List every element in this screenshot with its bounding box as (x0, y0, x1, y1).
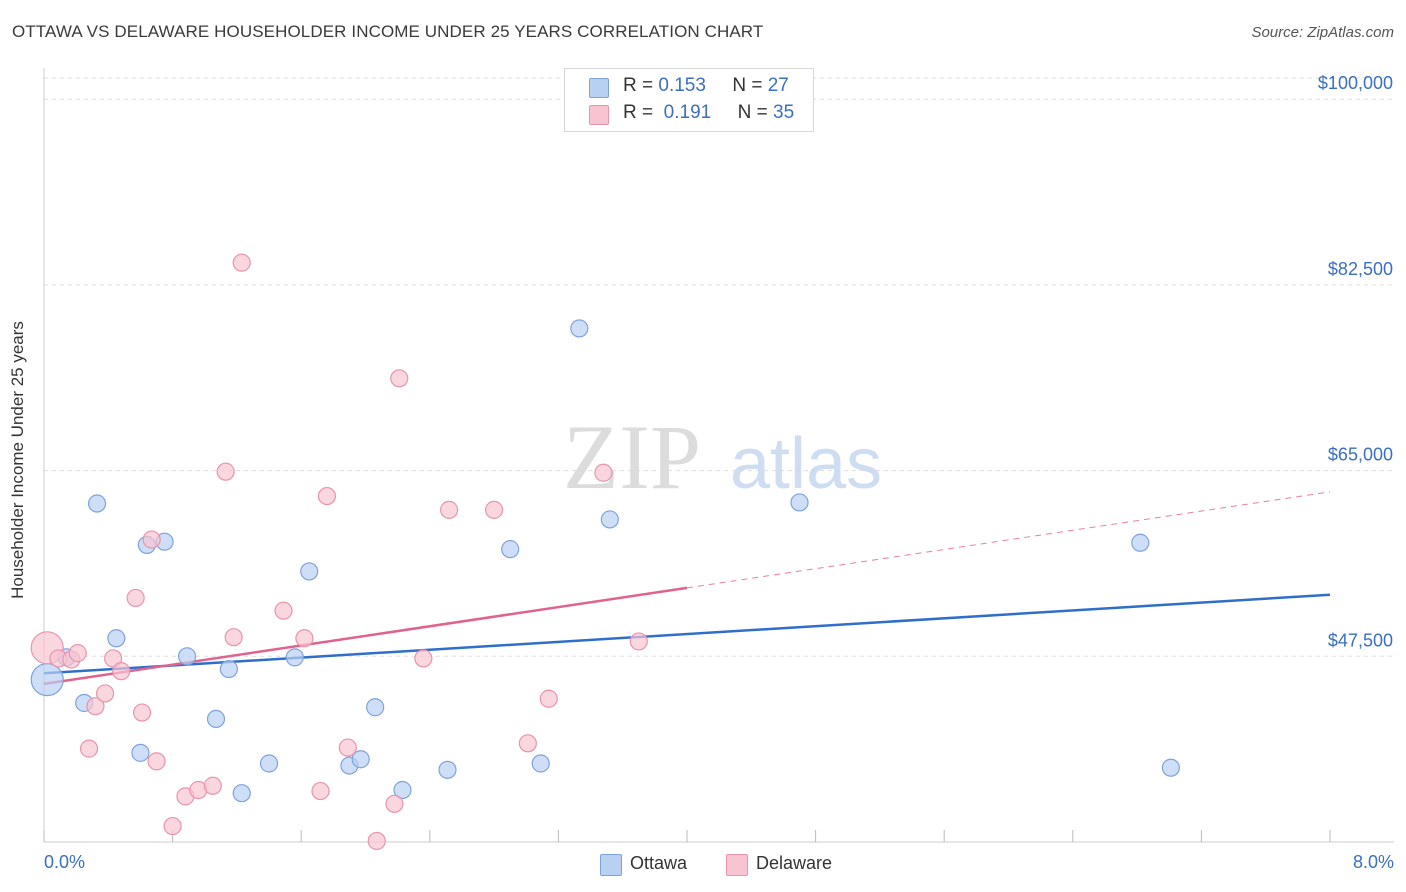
legend-n-value-delaware: 35 (773, 102, 795, 123)
y-tick-label: $100,000 (1318, 73, 1393, 93)
point-delaware (132, 703, 152, 722)
grid-lines (44, 77, 1394, 657)
point-delaware (79, 739, 99, 758)
legend-r-value-ottawa: 0.153 (658, 75, 706, 96)
point-ottawa (285, 648, 304, 667)
point-delaware (629, 632, 648, 651)
point-ottawa (131, 743, 150, 762)
x-tick-label-min: 0.0% (44, 852, 86, 872)
point-delaware (126, 588, 145, 608)
data-points (30, 253, 1180, 851)
point-delaware (147, 752, 166, 771)
point-delaware (390, 369, 409, 388)
series-legend: Ottawa Delaware (0, 852, 1406, 878)
legend-n-label: N = (732, 75, 763, 96)
point-delaware (385, 794, 404, 813)
y-tick-label: $65,000 (1328, 445, 1393, 465)
point-ottawa (1161, 758, 1180, 777)
point-ottawa (232, 784, 251, 803)
legend-n-value-ottawa: 27 (767, 75, 789, 96)
point-delaware (224, 628, 243, 647)
point-ottawa (30, 663, 64, 697)
legend-ottawa-label: Ottawa (630, 853, 688, 873)
point-delaware (163, 816, 182, 836)
point-delaware (295, 629, 314, 648)
ottawa-legend-swatch (600, 854, 622, 876)
axes (43, 68, 1394, 843)
point-ottawa (438, 760, 457, 779)
y-axis-label: Householder Income Under 25 years (8, 321, 27, 599)
y-tick-label: $82,500 (1328, 259, 1393, 279)
point-delaware (367, 831, 386, 851)
trend-line-delaware (43, 586, 688, 686)
point-ottawa (87, 494, 107, 513)
point-delaware (203, 776, 222, 795)
point-delaware (86, 697, 105, 716)
legend-r-value-delaware: 0.191 (663, 102, 712, 123)
trend-line-ottawa (43, 593, 1331, 675)
point-ottawa (206, 709, 226, 729)
point-delaware (68, 644, 87, 663)
point-delaware (485, 500, 504, 519)
point-ottawa (1131, 533, 1150, 552)
point-delaware (439, 500, 459, 519)
point-ottawa (107, 629, 126, 648)
point-delaware (142, 530, 161, 549)
point-delaware (594, 463, 613, 482)
trend-line-extension-delaware (686, 491, 1331, 589)
watermark-atlas: atlas (730, 424, 882, 504)
point-ottawa (600, 510, 619, 529)
point-delaware (317, 486, 337, 506)
point-ottawa (219, 659, 238, 679)
trend-lines (43, 491, 1331, 686)
point-delaware (232, 253, 251, 272)
point-ottawa (351, 750, 370, 769)
legend-r-label: R = (623, 102, 654, 123)
legend-r-label: R = (623, 75, 654, 96)
stats-legend: R = 0.153 N = 27 R = 0.191 N = 35 (564, 68, 814, 132)
legend-delaware-label: Delaware (756, 853, 833, 873)
point-delaware (112, 662, 131, 681)
point-delaware (414, 649, 433, 668)
ottawa-swatch (589, 78, 609, 98)
point-delaware (518, 734, 537, 753)
y-tick-label: $47,500 (1328, 630, 1393, 650)
point-delaware (338, 738, 357, 757)
legend-n-label: N = (737, 102, 768, 123)
point-ottawa (300, 562, 319, 581)
point-ottawa (790, 493, 809, 512)
watermark: ZIP atlas (563, 406, 882, 508)
delaware-swatch (589, 105, 609, 125)
point-ottawa (393, 780, 412, 800)
point-delaware (539, 689, 558, 708)
point-delaware (274, 601, 293, 620)
point-ottawa (177, 647, 197, 666)
delaware-legend-swatch (726, 854, 748, 876)
y-tick-labels: $47,500 $65,000 $82,500 $100,000 (1318, 73, 1393, 650)
point-ottawa (531, 754, 550, 773)
chart-title: OTTAWA VS DELAWARE HOUSEHOLDER INCOME UN… (12, 22, 764, 41)
point-ottawa (366, 698, 385, 717)
point-delaware (95, 684, 115, 703)
watermark-zip: ZIP (563, 406, 701, 508)
source-note: Source: ZipAtlas.com (1251, 24, 1394, 41)
point-ottawa (501, 540, 520, 559)
point-ottawa (259, 754, 279, 773)
point-delaware (311, 781, 330, 801)
point-ottawa (570, 319, 589, 338)
point-delaware (216, 462, 235, 481)
x-tick-label-max: 8.0% (1352, 852, 1394, 872)
